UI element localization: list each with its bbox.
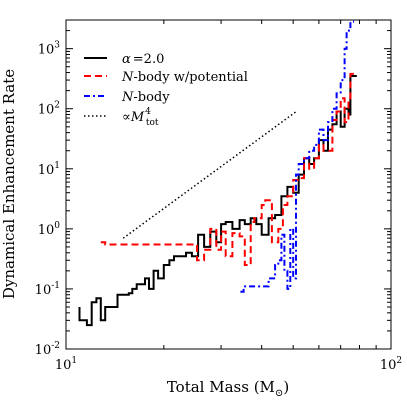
legend-label-nbody-potential: N-body w/potential — [121, 70, 248, 85]
legend-label-mass4: ∝M4 tot — [122, 107, 159, 128]
y-tick-label: 102 — [38, 101, 60, 118]
y-tick-label-base: 10 — [38, 163, 55, 178]
x-axis-label-main: Total Mass (M — [167, 378, 275, 396]
y-tick-label-exp: 1 — [54, 161, 60, 171]
x-tick-label-base: 10 — [380, 358, 397, 373]
y-tick-label-exp: -2 — [51, 341, 60, 351]
tick-layer — [65, 19, 392, 350]
legend-alpha-value: =2.0 — [133, 52, 165, 67]
y-tick-label-base: 10 — [38, 103, 55, 118]
y-tick-label-exp: 3 — [54, 41, 60, 51]
x-axis-label-sub: ⊙ — [275, 388, 283, 399]
series-line-nbody_pot — [100, 72, 357, 266]
legend-mass4-prop: ∝ — [122, 110, 131, 125]
y-tick-label-base: 10 — [38, 43, 55, 58]
y-tick-label-exp: -1 — [51, 281, 60, 291]
legend-nbody-potential-rest: -body w/potential — [133, 70, 248, 85]
series-layer — [78, 20, 357, 327]
legend-nbody-rest: -body — [133, 90, 170, 105]
plot-frame — [65, 19, 392, 350]
y-tick-label-base: 10 — [38, 223, 55, 238]
y-axis-label: Dynamical Enhancement Rate — [0, 69, 18, 299]
y-tick-label-base: 10 — [35, 343, 52, 358]
legend-mass4-sub: tot — [146, 118, 159, 128]
x-tick-labels: 101 102 — [55, 356, 402, 373]
legend-nbody-n: N — [121, 90, 134, 105]
legend-label-alpha: α =2.0 — [122, 52, 164, 67]
y-tick-label-exp: 2 — [54, 101, 60, 111]
legend-mass4-m: M — [130, 110, 145, 125]
x-tick-label-base: 10 — [55, 358, 72, 373]
x-axis-label-close: ) — [283, 378, 289, 396]
x-tick-label-exp: 1 — [71, 356, 77, 366]
legend-nbody-potential-n: N — [121, 70, 134, 85]
x-tick-label: 102 — [380, 356, 402, 373]
legend-alpha-symbol: α — [122, 52, 131, 67]
x-tick-label-exp: 2 — [396, 356, 402, 366]
legend-mass4-exp: 4 — [145, 107, 151, 117]
y-tick-label: 100 — [38, 221, 61, 238]
legend-label-nbody: N-body — [121, 90, 170, 105]
legend: α =2.0 N-body w/potential N-body ∝M4 tot — [84, 52, 248, 128]
y-tick-label: 103 — [38, 41, 61, 58]
y-tick-label-exp: 0 — [54, 221, 60, 231]
y-tick-label: 10-2 — [35, 341, 60, 358]
y-tick-label: 101 — [38, 161, 60, 178]
y-tick-label-base: 10 — [35, 283, 52, 298]
y-tick-label: 10-1 — [35, 281, 60, 298]
x-axis-label: Total Mass (M⊙) — [167, 378, 289, 399]
x-tick-label: 101 — [55, 356, 77, 373]
